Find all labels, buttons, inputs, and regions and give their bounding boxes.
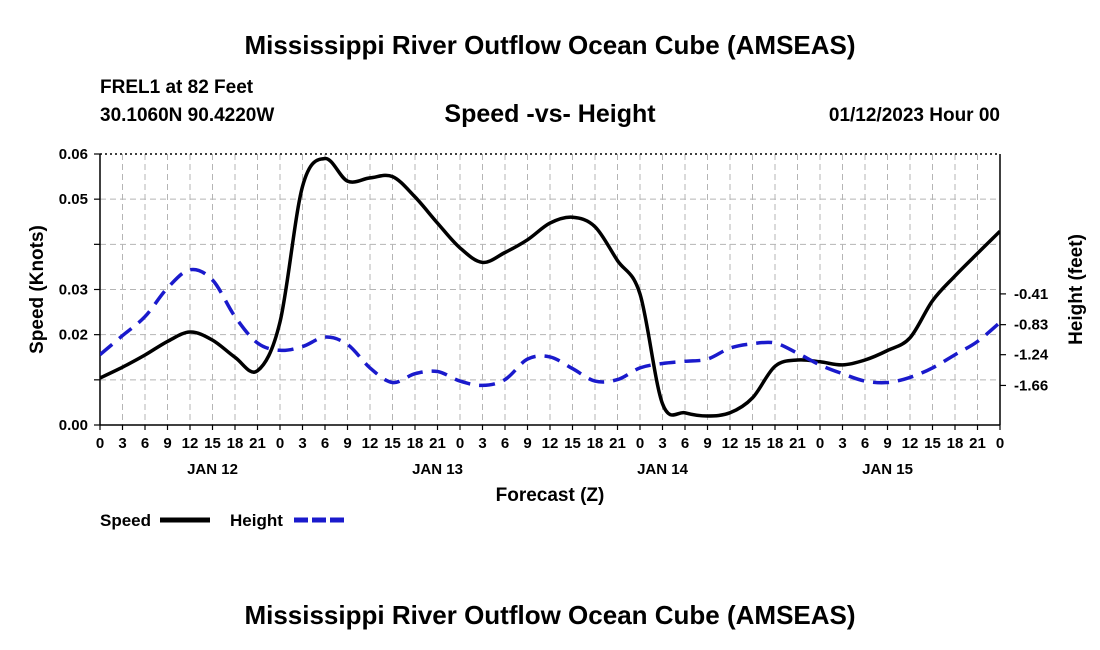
- x-tick-label: 15: [744, 435, 761, 452]
- x-tick-label: 3: [298, 435, 306, 452]
- series-line-speed: [100, 156, 1000, 418]
- forecast-datetime: 01/12/2023 Hour 00: [828, 105, 1000, 126]
- footer-title: Mississippi River Outflow Ocean Cube (AM…: [244, 600, 856, 630]
- x-axis-title: Forecast (Z): [496, 485, 605, 506]
- x-tick-label: 15: [564, 435, 581, 452]
- y2-tick-label: -1.24: [1014, 347, 1049, 364]
- x-tick-label: 12: [182, 435, 199, 452]
- x-tick-label: 6: [501, 435, 509, 452]
- day-label: JAN 12: [187, 461, 238, 478]
- x-tick-label: 9: [523, 435, 531, 452]
- x-tick-label: 15: [384, 435, 401, 452]
- y2-axis-title: Height (feet): [1066, 234, 1087, 345]
- y2-tick-label: -0.83: [1014, 317, 1048, 334]
- day-label: JAN 15: [862, 461, 913, 478]
- x-tick-label: 6: [861, 435, 869, 452]
- x-tick-label: 18: [587, 435, 604, 452]
- x-tick-label: 0: [96, 435, 104, 452]
- x-tick-label: 12: [902, 435, 919, 452]
- x-tick-label: 18: [407, 435, 424, 452]
- x-tick-label: 21: [429, 435, 446, 452]
- x-tick-label: 6: [141, 435, 149, 452]
- x-tick-label: 21: [249, 435, 266, 452]
- x-tick-label: 0: [456, 435, 464, 452]
- x-tick-label: 3: [838, 435, 846, 452]
- x-tick-label: 21: [969, 435, 986, 452]
- x-tick-label: 3: [658, 435, 666, 452]
- x-tick-label: 21: [789, 435, 806, 452]
- y-tick-label: 0.06: [59, 146, 88, 163]
- x-tick-label: 12: [362, 435, 379, 452]
- x-tick-label: 6: [681, 435, 689, 452]
- x-tick-label: 3: [478, 435, 486, 452]
- x-tick-label: 3: [118, 435, 126, 452]
- y-tick-label: 0.05: [59, 191, 88, 208]
- station-coordinates: 30.1060N 90.4220W: [100, 105, 275, 126]
- y-tick-label: 0.00: [59, 417, 88, 434]
- x-tick-label: 12: [542, 435, 559, 452]
- x-tick-label: 0: [996, 435, 1004, 452]
- series-line-height: [100, 267, 1000, 388]
- legend-label-speed: Speed: [100, 511, 151, 530]
- x-tick-label: 9: [703, 435, 711, 452]
- x-tick-label: 9: [883, 435, 891, 452]
- y2-tick-label: -1.66: [1014, 377, 1048, 394]
- x-tick-label: 0: [276, 435, 284, 452]
- x-tick-label: 9: [163, 435, 171, 452]
- x-tick-label: 0: [816, 435, 824, 452]
- y-axis-title: Speed (Knots): [27, 225, 48, 354]
- chart-title: Speed -vs- Height: [444, 100, 656, 128]
- page-title: Mississippi River Outflow Ocean Cube (AM…: [244, 30, 856, 60]
- x-tick-label: 15: [204, 435, 221, 452]
- y-tick-label: 0.02: [59, 327, 88, 344]
- y-tick-label: 0.03: [59, 282, 88, 299]
- day-label: JAN 13: [412, 461, 463, 478]
- x-tick-label: 18: [227, 435, 244, 452]
- x-tick-label: 18: [767, 435, 784, 452]
- x-tick-label: 9: [343, 435, 351, 452]
- x-tick-label: 21: [609, 435, 626, 452]
- x-tick-label: 12: [722, 435, 739, 452]
- x-tick-label: 15: [924, 435, 941, 452]
- x-tick-label: 6: [321, 435, 329, 452]
- day-label: JAN 14: [637, 461, 689, 478]
- x-tick-label: 18: [947, 435, 964, 452]
- legend-label-height: Height: [230, 511, 283, 530]
- y2-tick-label: -0.41: [1014, 286, 1048, 303]
- station-label: FREL1 at 82 Feet: [100, 77, 254, 98]
- x-tick-label: 0: [636, 435, 644, 452]
